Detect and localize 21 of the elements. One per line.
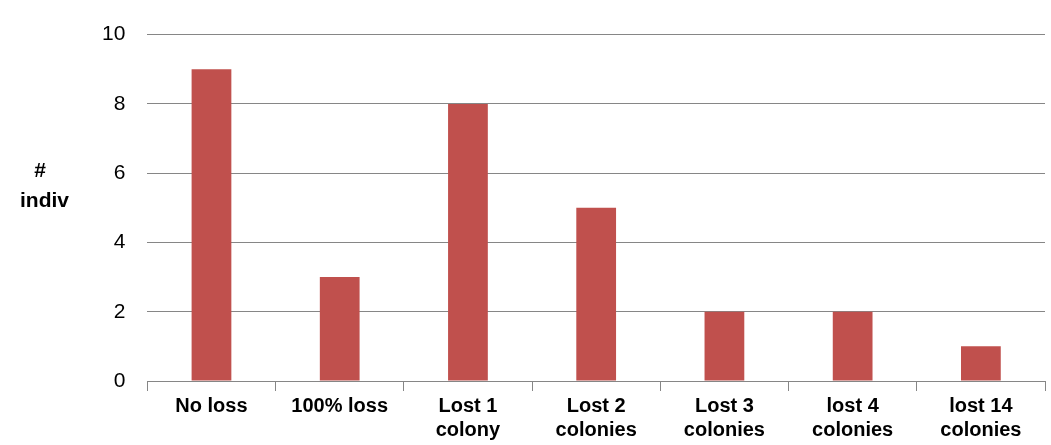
y-axis-title: # indiv bbox=[20, 157, 70, 213]
x-tick-label: 100% loss bbox=[291, 393, 389, 416]
bar bbox=[961, 346, 1001, 381]
x-tick-label: Lost 2 colonies bbox=[555, 393, 637, 440]
y-tick-label: 6 bbox=[113, 159, 126, 183]
bar bbox=[448, 103, 488, 381]
y-tick-label: 4 bbox=[113, 229, 126, 253]
bar bbox=[832, 311, 873, 381]
bar bbox=[704, 311, 745, 381]
bar bbox=[319, 277, 360, 381]
bar bbox=[576, 207, 617, 381]
x-tick-label: Lost 1 colony bbox=[435, 393, 502, 440]
y-tick-label: 10 bbox=[102, 21, 126, 45]
bar bbox=[191, 69, 232, 381]
x-tick-label: lost 4 colonies bbox=[812, 393, 894, 440]
x-tick-label: lost 14 colonies bbox=[940, 393, 1022, 440]
x-tick-label: Lost 3 colonies bbox=[683, 393, 765, 440]
y-tick-label: 0 bbox=[113, 367, 126, 391]
y-tick-label: 8 bbox=[113, 90, 126, 114]
y-tick-label: 2 bbox=[113, 298, 126, 322]
x-tick-label: No loss bbox=[175, 393, 248, 416]
